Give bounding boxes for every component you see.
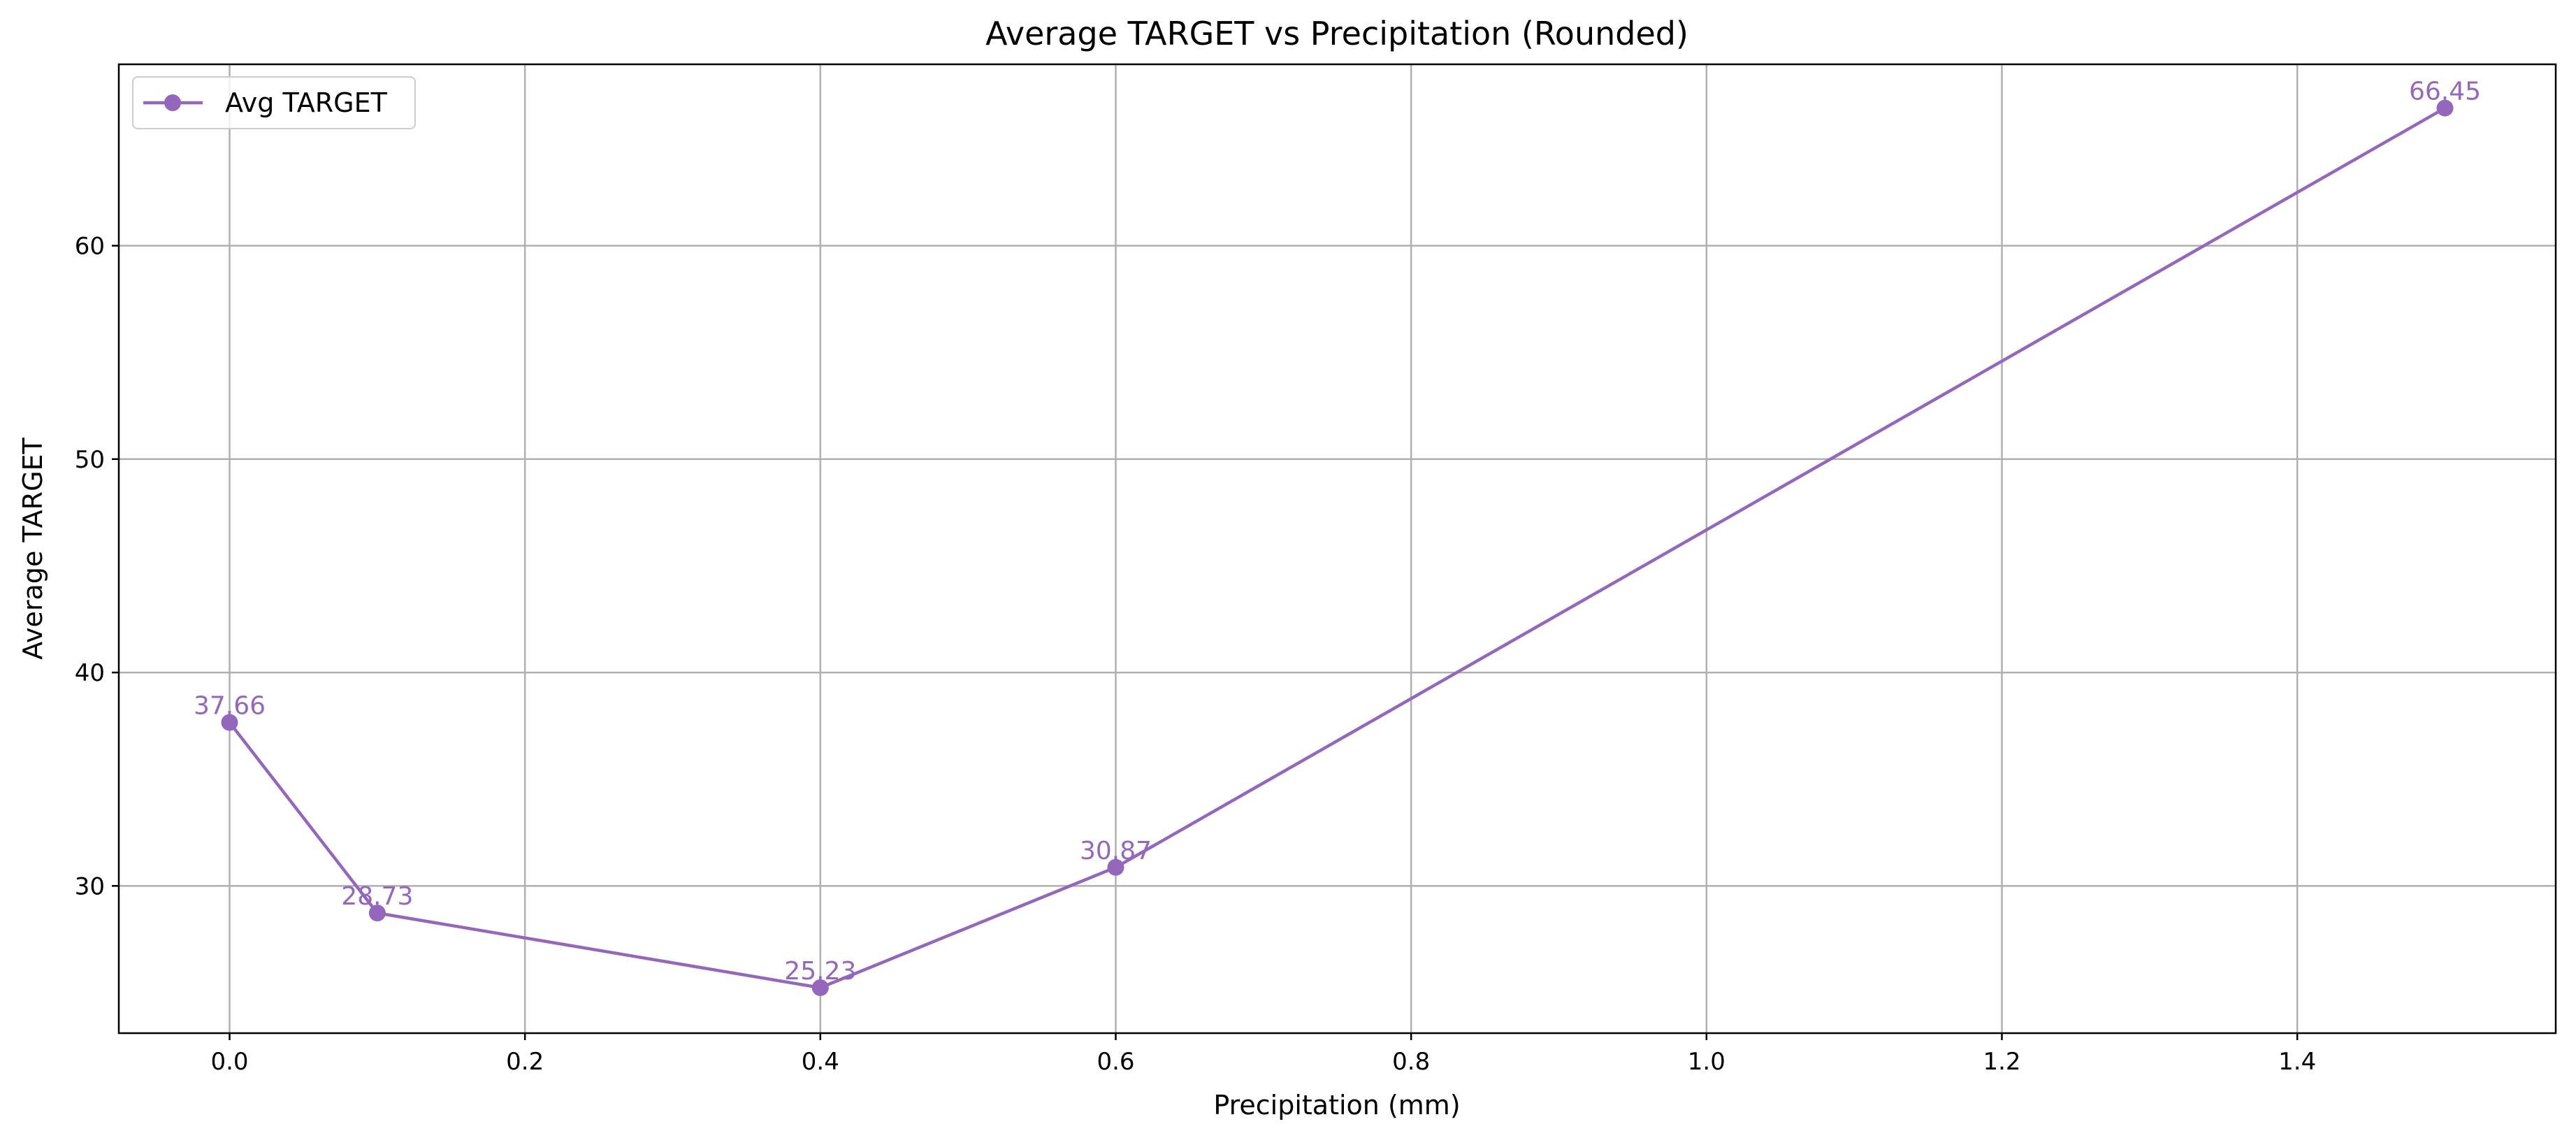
legend-label: Avg TARGET [225, 87, 388, 118]
data-point [221, 714, 238, 731]
data-point-label: 66.45 [2409, 78, 2481, 106]
x-tick-label: 1.2 [1983, 1048, 2020, 1076]
legend: Avg TARGET [132, 76, 416, 129]
x-tick-label: 0.0 [210, 1048, 248, 1076]
data-point [368, 905, 386, 922]
legend-point-marker [164, 94, 181, 111]
x-axis-ticks: 0.0 0.2 0.4 0.6 0.8 1.0 1.2 1.4 [210, 1033, 2316, 1076]
legend-box [132, 76, 416, 129]
data-labels: 37.66 28.73 25.23 30.87 66.45 [194, 78, 2481, 986]
y-tick-label: 30 [75, 872, 105, 900]
x-tick-label: 0.6 [1097, 1048, 1134, 1076]
data-point-label: 25.23 [784, 957, 856, 986]
x-tick-label: 1.0 [1688, 1048, 1725, 1076]
x-tick-label: 0.8 [1392, 1048, 1430, 1076]
series-layer [221, 99, 2454, 996]
plot-area-frame [117, 63, 2557, 1035]
y-axis-ticks: 30 40 50 60 [75, 232, 119, 900]
y-tick-label: 50 [75, 446, 105, 474]
x-tick-label: 0.4 [802, 1048, 839, 1076]
data-point [1107, 858, 1124, 876]
x-axis-label: Precipitation (mm) [1213, 1090, 1460, 1121]
data-point [811, 979, 829, 996]
x-tick-label: 1.4 [2278, 1048, 2316, 1076]
data-point-label: 37.66 [194, 692, 266, 721]
x-tick-label: 0.2 [506, 1048, 544, 1076]
grid-lines [119, 64, 2556, 1033]
chart-title: Average TARGET vs Precipitation (Rounded… [985, 15, 1688, 52]
y-tick-label: 60 [75, 232, 105, 260]
y-tick-label: 40 [75, 659, 105, 687]
y-axis-label: Average TARGET [17, 437, 48, 659]
data-point [2436, 99, 2454, 117]
data-point-label: 28.73 [341, 882, 413, 911]
data-point-label: 30.87 [1080, 837, 1152, 865]
